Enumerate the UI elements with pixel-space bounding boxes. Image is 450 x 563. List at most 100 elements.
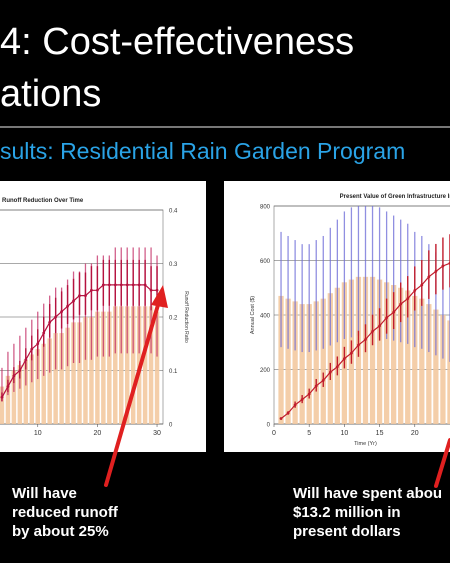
bar <box>71 322 76 424</box>
line-point <box>36 342 40 346</box>
line-point <box>48 320 52 324</box>
line-point <box>335 365 339 369</box>
bar <box>47 338 52 424</box>
bar <box>59 333 64 424</box>
caption-left-line-2: reduced runoff <box>12 504 118 521</box>
line-point <box>66 304 69 308</box>
slide-title-line-1: 4: Cost-effectiveness <box>0 21 355 63</box>
bar <box>412 295 418 424</box>
bar <box>391 285 397 424</box>
bar <box>95 311 100 424</box>
bar <box>419 298 425 424</box>
bar <box>320 298 326 424</box>
line-point <box>420 283 424 287</box>
caption-left-line-1: Will have <box>12 485 77 502</box>
line-point <box>434 270 438 273</box>
line-point <box>131 283 135 287</box>
y-tick-label: 200 <box>260 368 271 374</box>
line-point <box>72 299 75 303</box>
x-tick-label: 10 <box>340 430 348 437</box>
bar <box>292 301 298 424</box>
present-value-chart: 0 200 400 600 800 0 5 10 15 20 Present Value of Gr… <box>250 194 450 447</box>
y-tick-label: 0.1 <box>169 369 178 375</box>
bar <box>41 343 46 424</box>
x-tick-label: 20 <box>93 430 101 437</box>
line-point <box>357 343 360 347</box>
line-point <box>107 283 111 287</box>
line-point <box>427 275 431 279</box>
bar <box>369 276 376 424</box>
bar <box>77 322 82 424</box>
caption-right: Will have spent abou $13.2 million in pr… <box>293 484 450 541</box>
line-point <box>95 288 99 292</box>
x-tick-label: 0 <box>272 430 276 437</box>
line-point <box>137 283 141 287</box>
bar <box>278 295 284 424</box>
bar <box>334 287 340 424</box>
bar <box>433 309 439 424</box>
chart-title: Runoff Reduction Over Time <box>2 198 84 204</box>
line-point <box>371 329 374 333</box>
runoff-chart-panel: 0 0.1 0.2 0.3 0.4 10 20 30 Runoff Reduction Over… <box>0 181 206 452</box>
line-point <box>18 369 22 372</box>
x-tick-label: 5 <box>307 430 311 437</box>
y-axis-label: Annual Cost ($) <box>250 296 256 334</box>
line-point <box>307 392 311 396</box>
line-point <box>24 358 28 362</box>
line-point <box>392 310 396 314</box>
bar <box>306 304 312 424</box>
line-point <box>125 283 129 287</box>
bar <box>17 365 23 424</box>
bar <box>5 375 11 424</box>
bar <box>11 370 17 424</box>
bar <box>285 298 291 424</box>
line-point <box>441 264 445 268</box>
y-tick-label: 0 <box>169 423 173 429</box>
y-tick-label: 400 <box>260 314 271 320</box>
line-point <box>385 316 389 320</box>
chart-title: Present Value of Green Infrastructure Im… <box>340 194 450 200</box>
caption-right-line-2: $13.2 million in <box>293 504 401 521</box>
line-point <box>350 351 353 355</box>
slide-title-line-2: ations <box>0 73 102 115</box>
line-point <box>84 294 87 297</box>
line-point <box>399 302 403 306</box>
caption-left-line-3: by about 25% <box>12 523 109 540</box>
line-point <box>90 288 93 292</box>
caption-left: Will have reduced runoff by about 25% <box>12 484 172 541</box>
line-point <box>60 310 64 314</box>
line-point <box>279 417 283 420</box>
line-point <box>300 398 304 401</box>
bar <box>299 304 305 424</box>
slide-subtitle: sults: Residential Rain Garden Program <box>0 138 406 164</box>
bar <box>89 317 94 424</box>
bar <box>376 279 383 424</box>
bar <box>440 315 446 424</box>
line-point <box>119 283 123 287</box>
x-tick-label: 15 <box>376 430 384 437</box>
line-point <box>413 289 417 292</box>
bar <box>65 327 70 424</box>
x-axis-label: Time (Yr) <box>354 441 377 447</box>
line-point <box>0 395 4 399</box>
line-point <box>101 283 105 287</box>
line-point <box>406 297 410 301</box>
y-tick-label: 0 <box>267 423 271 429</box>
line-point <box>30 347 34 351</box>
bar <box>23 359 29 424</box>
bar <box>0 386 5 424</box>
line-point <box>342 357 346 360</box>
bar <box>83 317 88 424</box>
caption-right-line-3: present dollars <box>293 523 401 540</box>
line-point <box>78 294 81 297</box>
bar <box>29 354 35 424</box>
y-tick-label: 0.4 <box>169 209 178 215</box>
line-point <box>155 288 159 292</box>
line-point <box>321 379 325 382</box>
x-tick-label: 10 <box>34 430 42 437</box>
runoff-reduction-chart: 0 0.1 0.2 0.3 0.4 10 20 30 Runoff Reduction Over… <box>0 198 189 437</box>
bar <box>398 287 404 424</box>
y-tick-label: 600 <box>260 259 271 265</box>
y-axis-label-right: Runoff Reduction Ratio <box>183 291 189 343</box>
x-tick-label: 30 <box>153 430 161 437</box>
